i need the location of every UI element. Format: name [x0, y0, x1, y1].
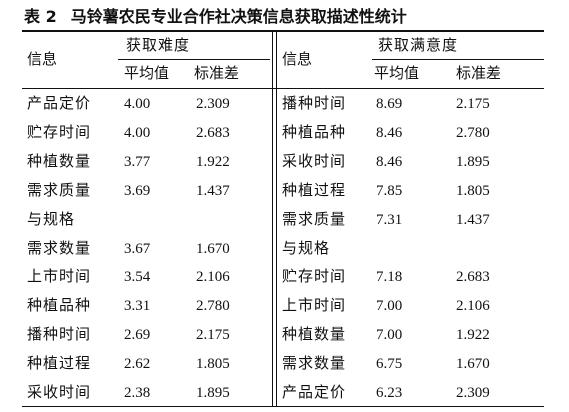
row-label: 种植过程	[27, 356, 92, 373]
mean-value: 8.69	[376, 96, 403, 112]
row-label: 需求质量与规格	[282, 211, 347, 257]
sd-value: 1.670	[196, 240, 230, 257]
row-label: 产品定价	[27, 96, 92, 112]
mean-value: 2.62	[124, 356, 151, 373]
group-rule	[372, 59, 544, 60]
mean-value: 3.77	[124, 153, 151, 170]
mean-value: 3.67	[124, 240, 151, 257]
divider	[276, 31, 277, 407]
sd-value: 2.683	[456, 269, 490, 286]
header-info: 信息	[282, 52, 313, 68]
sd-value: 1.437	[456, 211, 490, 228]
sd-value: 2.175	[196, 327, 230, 344]
row-label: 种植过程	[282, 182, 347, 199]
sd-value: 1.895	[456, 153, 490, 170]
sd-value: 2.175	[456, 96, 490, 112]
sd-value: 1.805	[196, 356, 230, 373]
divider	[272, 31, 273, 407]
sd-value: 1.670	[456, 356, 490, 373]
row-label: 贮存时间	[27, 124, 92, 141]
row-label: 采收时间	[27, 385, 92, 401]
table-title: 表 2 马铃薯农民专业合作社决策信息获取描述性统计	[24, 3, 407, 27]
row-label: 种植品种	[27, 298, 92, 315]
row-label: 需求数量	[282, 356, 347, 373]
mean-value: 4.00	[124, 96, 151, 112]
mean-value: 2.69	[124, 327, 151, 344]
sd-value: 2.780	[196, 298, 230, 315]
mean-value: 6.75	[376, 356, 403, 373]
mean-value: 7.85	[376, 182, 403, 199]
sd-value: 1.922	[196, 153, 230, 170]
sd-value: 2.683	[196, 124, 230, 141]
sd-value: 2.106	[456, 298, 490, 315]
row-label: 播种时间	[282, 96, 347, 112]
row-label: 贮存时间	[282, 269, 347, 286]
title-text: 马铃薯农民专业合作社决策信息获取描述性统计	[70, 7, 407, 26]
row-label: 需求质量与规格	[27, 182, 92, 228]
row-label: 上市时间	[27, 269, 92, 286]
row-label: 种植数量	[282, 327, 347, 344]
mean-value: 2.38	[124, 385, 151, 401]
mean-value: 3.31	[124, 298, 151, 315]
mean-value: 7.00	[376, 327, 403, 344]
mean-value: 3.54	[124, 269, 151, 286]
sd-value: 2.309	[196, 96, 230, 112]
header-info: 信息	[27, 52, 58, 68]
row-label: 需求数量	[27, 240, 92, 257]
header-rule	[22, 88, 544, 89]
header-sd: 标准差	[456, 66, 502, 82]
top-rule	[22, 30, 544, 32]
header-sd: 标准差	[194, 66, 240, 82]
mean-value: 8.46	[376, 124, 403, 141]
row-label: 产品定价	[282, 385, 347, 401]
mean-value: 7.00	[376, 298, 403, 315]
header-group: 获取满意度	[378, 38, 459, 54]
sd-value: 1.922	[456, 327, 490, 344]
row-label: 上市时间	[282, 298, 347, 315]
mean-value: 4.00	[124, 124, 151, 141]
row-label: 采收时间	[282, 153, 347, 170]
mean-value: 7.31	[376, 211, 403, 228]
mean-value: 6.23	[376, 385, 403, 401]
mean-value: 7.18	[376, 269, 403, 286]
row-label: 种植品种	[282, 124, 347, 141]
header-group: 获取难度	[126, 38, 191, 54]
mean-value: 3.69	[124, 182, 151, 199]
row-label: 种植数量	[27, 153, 92, 170]
sd-value: 2.309	[456, 385, 490, 401]
sd-value: 1.437	[196, 182, 230, 199]
sd-value: 1.895	[196, 385, 230, 401]
row-label: 播种时间	[27, 327, 92, 344]
sd-value: 2.780	[456, 124, 490, 141]
group-rule	[118, 59, 270, 60]
mean-value: 8.46	[376, 153, 403, 170]
bottom-rule	[22, 406, 544, 407]
header-mean: 平均值	[124, 66, 170, 82]
sd-value: 2.106	[196, 269, 230, 286]
header-mean: 平均值	[374, 66, 420, 82]
sd-value: 1.805	[456, 182, 490, 199]
table-number: 表 2	[24, 7, 57, 26]
